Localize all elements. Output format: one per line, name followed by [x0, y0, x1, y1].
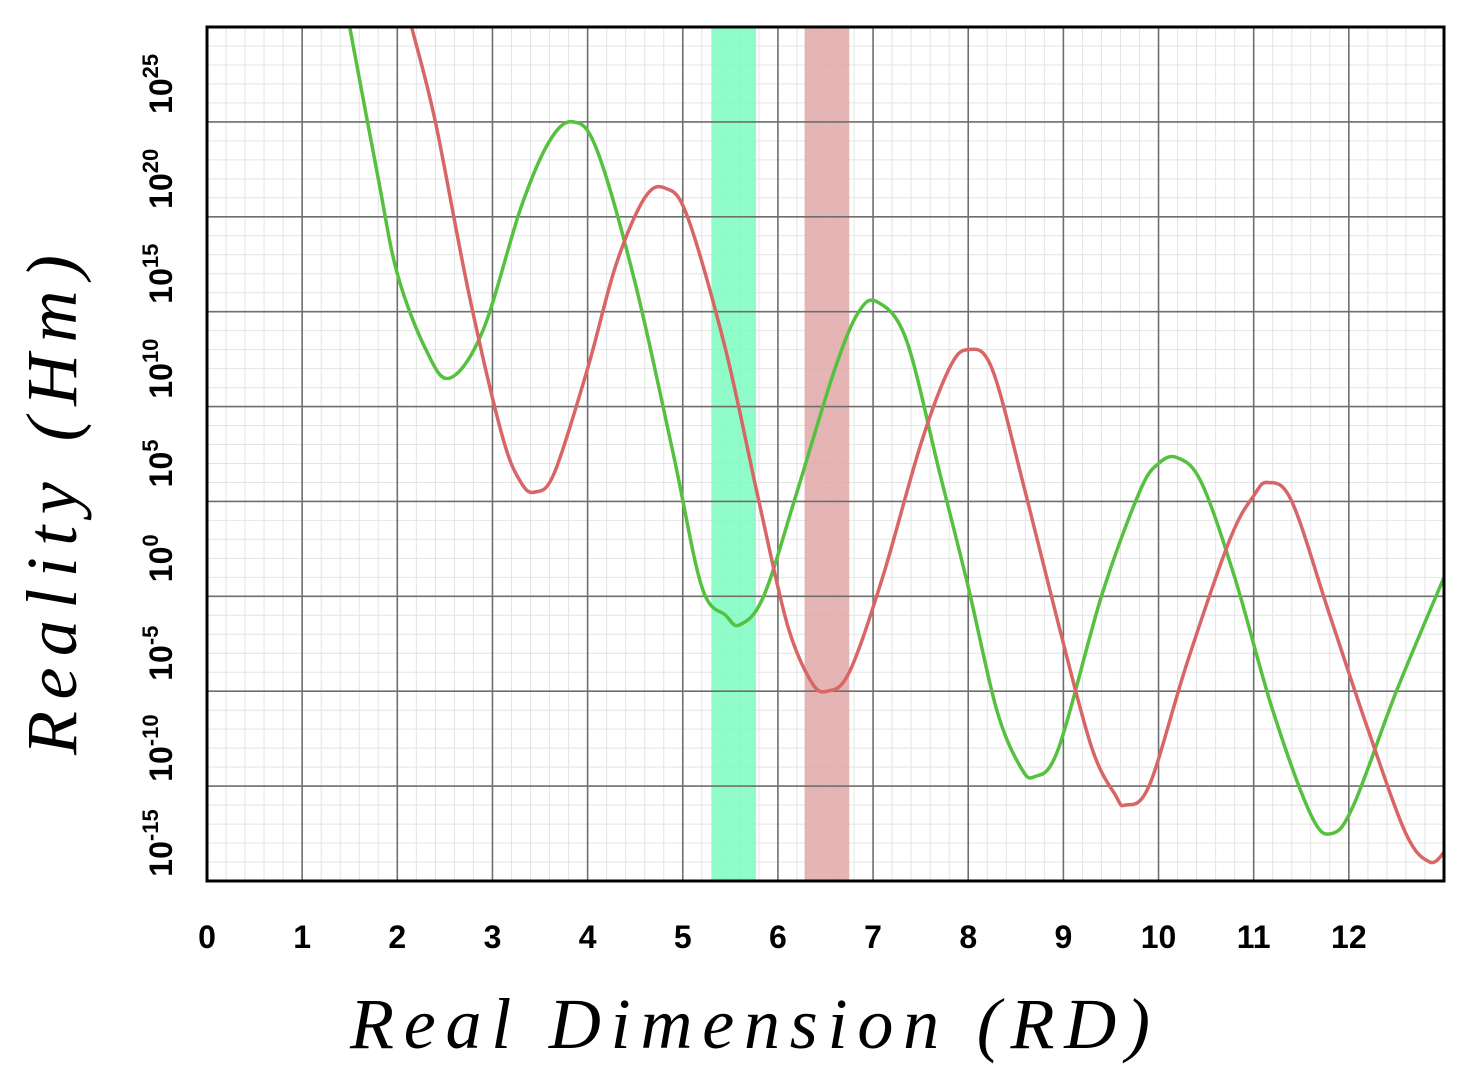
x-tick-label: 6 — [769, 919, 787, 955]
svg-text:1015: 1015 — [138, 244, 179, 304]
x-tick-label: 12 — [1331, 919, 1367, 955]
series-line-1 — [347, 27, 1444, 836]
svg-text:100: 100 — [138, 534, 179, 582]
series-layer — [347, 27, 1444, 865]
y-tick-base: 10 — [143, 452, 179, 488]
plot-frame — [205, 25, 1446, 883]
svg-text:10-10: 10-10 — [138, 714, 179, 781]
y-tick-base: 10 — [143, 173, 179, 209]
x-tick-label: 3 — [484, 919, 502, 955]
x-tick-label: 9 — [1054, 919, 1072, 955]
x-tick-label: 2 — [388, 919, 406, 955]
y-tick-label: 105 — [138, 439, 179, 487]
x-tick-label: 8 — [959, 919, 977, 955]
y-tick-base: 10 — [143, 547, 179, 583]
x-tick-label: 5 — [674, 919, 692, 955]
y-tick-base: 10 — [143, 645, 179, 681]
y-tick-exponent: 20 — [138, 149, 163, 173]
y-axis-label: Reality (Hm) — [12, 255, 92, 756]
y-tick-label: 1020 — [138, 149, 179, 209]
y-tick-base: 10 — [143, 268, 179, 304]
y-tick-exponent: 25 — [138, 54, 163, 78]
y-tick-label: 1025 — [138, 54, 179, 114]
major-grid — [207, 27, 1444, 881]
svg-text:105: 105 — [138, 439, 179, 487]
y-tick-label: 1015 — [138, 244, 179, 304]
svg-text:1025: 1025 — [138, 54, 179, 114]
x-tick-label: 11 — [1237, 919, 1271, 955]
y-tick-label: 100 — [138, 534, 179, 582]
y-tick-base: 10 — [143, 363, 179, 399]
x-tick-label: 7 — [864, 919, 882, 955]
y-tick-label: 10-5 — [138, 626, 179, 681]
y-tick-label: 10-10 — [138, 714, 179, 781]
y-tick-base: 10 — [143, 746, 179, 782]
highlight-bands — [711, 27, 850, 881]
svg-text:1020: 1020 — [138, 149, 179, 209]
y-tick-label: 1010 — [138, 339, 179, 399]
y-tick-exponent: 0 — [138, 534, 163, 546]
x-tick-label: 1 — [293, 919, 311, 955]
y-tick-label: 10-15 — [138, 809, 179, 876]
series-line-2 — [409, 27, 1444, 865]
y-tick-exponent: 5 — [138, 439, 163, 451]
svg-text:10-5: 10-5 — [138, 626, 179, 681]
x-axis-label: Real Dimension (RD) — [349, 984, 1150, 1064]
x-tick-label: 10 — [1141, 919, 1177, 955]
x-tick-labels: 0 1 2 3 4 5 6 7 8 9 10 11 12 — [198, 919, 1367, 955]
svg-text:10-15: 10-15 — [138, 809, 179, 876]
y-tick-exponent: 15 — [138, 244, 163, 268]
highlight-band-2 — [804, 27, 850, 881]
y-tick-base: 10 — [143, 78, 179, 114]
y-tick-exponent: -10 — [138, 714, 163, 746]
x-tick-label: 4 — [579, 919, 597, 955]
y-tick-exponent: -15 — [138, 809, 163, 841]
x-tick-label: 0 — [198, 919, 216, 955]
y-tick-base: 10 — [143, 841, 179, 877]
y-tick-exponent: 10 — [138, 339, 163, 363]
y-tick-exponent: -5 — [138, 626, 163, 646]
svg-text:1010: 1010 — [138, 339, 179, 399]
